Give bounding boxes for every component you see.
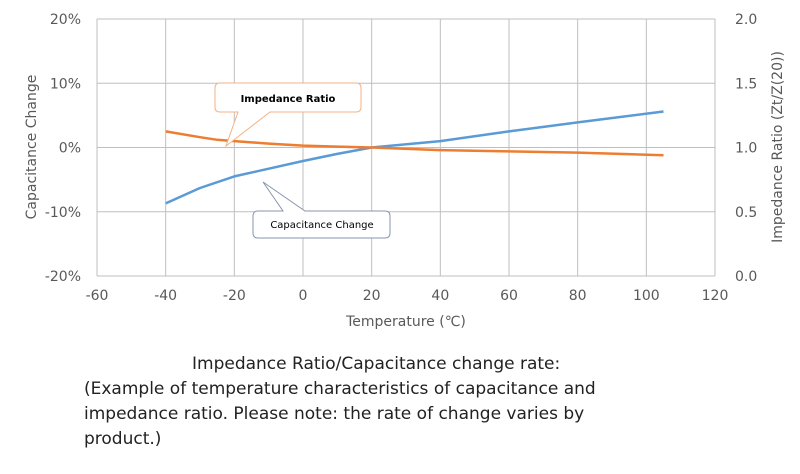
series-lines [165,110,664,205]
capacitance-change-line [165,110,664,205]
svg-text:Capacitance Change: Capacitance Change [270,220,373,231]
y-right-tick-label: 1.0 [735,141,757,157]
x-tick-label: 0 [299,288,308,304]
tick-labels: -60 -40 -20 0 20 40 60 80 100 120 20% 2.0 10% 1.5 0% 1.… [45,12,757,304]
caption: Impedance Ratio/Capacitance change rate:… [84,352,704,452]
x-tick-label: 100 [633,288,660,304]
y-right-tick-label: 0.5 [735,205,757,221]
y-left-tick-label: -10% [45,205,81,221]
chart: -60 -40 -20 0 20 40 60 80 100 120 20% 2.0 10% 1.5 0% 1.… [24,12,786,330]
x-axis-label: Temperature (℃) [345,314,466,330]
caption-line: product.) [84,429,162,449]
y-left-axis-label: Capacitance Change [24,75,40,220]
x-tick-label: -20 [223,288,246,304]
y-left-tick-label: 20% [50,12,81,28]
x-tick-label: 120 [702,288,729,304]
grid [96,18,716,277]
callout-capacitance-change: Capacitance Change [252,181,391,239]
x-tick-label: 80 [569,288,587,304]
impedance-ratio-line [165,130,664,157]
x-tick-label: 40 [431,288,449,304]
svg-text:Impedance Ratio: Impedance Ratio [241,94,336,105]
y-left-tick-label: 0% [59,141,81,157]
y-right-tick-label: 0.0 [735,269,757,285]
y-right-tick-label: 2.0 [735,12,757,28]
x-tick-label: 20 [363,288,381,304]
callout-impedance-ratio: Impedance Ratio [214,82,362,148]
caption-line: (Example of temperature characteristics … [84,379,596,399]
x-tick-label: -60 [86,288,109,304]
caption-title: Impedance Ratio/Capacitance change rate: [192,354,561,374]
y-left-tick-label: -20% [45,269,81,285]
x-tick-label: 60 [500,288,518,304]
y-right-axis-label: Impedance Ratio (Zt/Z(20)) [770,51,786,243]
y-left-tick-label: 10% [50,76,81,92]
caption-line: impedance ratio. Please note: the rate o… [84,404,585,424]
y-right-tick-label: 1.5 [735,76,757,92]
x-tick-label: -40 [154,288,177,304]
